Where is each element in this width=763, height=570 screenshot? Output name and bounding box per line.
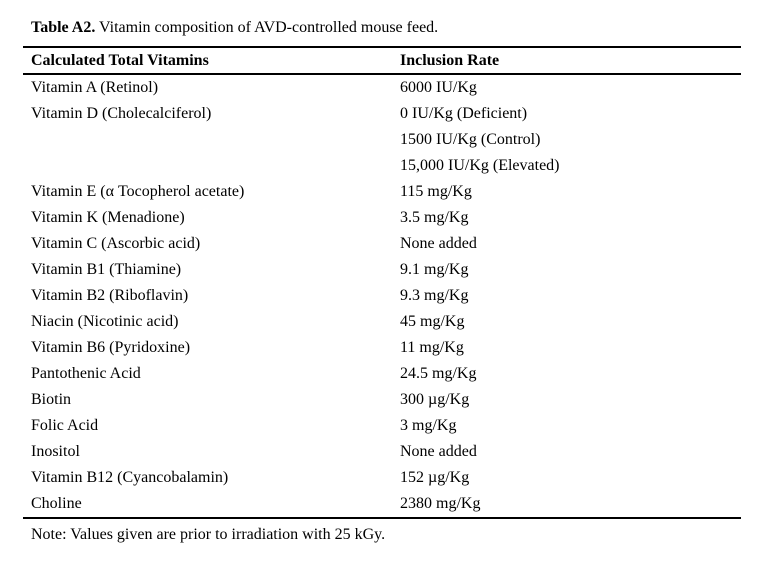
inclusion-rate-cell: 9.3 mg/Kg xyxy=(400,287,469,304)
inclusion-rate-cell: 0 IU/Kg (Deficient) xyxy=(400,105,528,122)
inclusion-rate-cell: 9.1 mg/Kg xyxy=(400,261,469,278)
table-row: 1500 IU/Kg (Control) xyxy=(23,127,741,153)
vitamin-name-cell: Vitamin B2 (Riboflavin) xyxy=(31,287,189,304)
table-row: Vitamin C (Ascorbic acid) None added xyxy=(23,231,741,257)
table-caption-text: Vitamin composition of AVD-controlled mo… xyxy=(95,19,439,36)
inclusion-rate-cell: 115 mg/Kg xyxy=(400,183,472,200)
table-row: Vitamin B1 (Thiamine) 9.1 mg/Kg xyxy=(23,257,741,283)
vitamin-name-cell: Vitamin E (α Tocopherol acetate) xyxy=(31,183,245,200)
vitamin-name-cell xyxy=(23,153,392,179)
table-row: Vitamin B12 (Cyancobalamin) 152 µg/Kg xyxy=(23,465,741,491)
table-row: 15,000 IU/Kg (Elevated) xyxy=(23,153,741,179)
vitamin-name-cell: Vitamin K (Menadione) xyxy=(31,209,185,226)
inclusion-rate-cell: 15,000 IU/Kg (Elevated) xyxy=(400,157,560,174)
table-row: Biotin 300 µg/Kg xyxy=(23,387,741,413)
inclusion-rate-cell: 300 µg/Kg xyxy=(400,391,470,408)
vitamin-name-cell: Vitamin C (Ascorbic acid) xyxy=(31,235,201,252)
table-row: Vitamin K (Menadione) 3.5 mg/Kg xyxy=(23,205,741,231)
vitamin-name-cell: Biotin xyxy=(31,391,72,408)
inclusion-rate-cell: None added xyxy=(400,235,477,252)
vitamin-name-cell: Vitamin D (Cholecalciferol) xyxy=(31,105,212,122)
table-caption-label: Table A2. xyxy=(31,19,96,36)
inclusion-rate-cell: 3.5 mg/Kg xyxy=(400,209,469,226)
vitamin-name-cell: Vitamin A (Retinol) xyxy=(31,79,159,96)
inclusion-rate-cell: 2380 mg/Kg xyxy=(400,495,481,512)
table-note: Note: Values given are prior to irradiat… xyxy=(31,526,386,543)
table-row: Vitamin B6 (Pyridoxine) 11 mg/Kg xyxy=(23,335,741,361)
table-row: Vitamin A (Retinol) 6000 IU/Kg xyxy=(23,74,741,101)
inclusion-rate-cell: 6000 IU/Kg xyxy=(400,79,477,96)
vitamin-name-cell: Vitamin B12 (Cyancobalamin) xyxy=(31,469,229,486)
inclusion-rate-cell: 3 mg/Kg xyxy=(400,417,457,434)
vitamin-name-cell: Vitamin B1 (Thiamine) xyxy=(31,261,182,278)
vitamin-name-cell xyxy=(23,127,392,153)
table-row: Inositol None added xyxy=(23,439,741,465)
inclusion-rate-cell: 1500 IU/Kg (Control) xyxy=(400,131,541,148)
table-row: Folic Acid 3 mg/Kg xyxy=(23,413,741,439)
vitamin-name-cell: Vitamin B6 (Pyridoxine) xyxy=(31,339,191,356)
inclusion-rate-cell: 152 µg/Kg xyxy=(400,469,470,486)
table-row: Vitamin B2 (Riboflavin) 9.3 mg/Kg xyxy=(23,283,741,309)
inclusion-rate-cell: None added xyxy=(400,443,477,460)
inclusion-rate-cell: 11 mg/Kg xyxy=(400,339,464,356)
table-body: Vitamin A (Retinol) 6000 IU/Kg Vitamin D (… xyxy=(23,74,741,518)
vitamin-name-cell: Choline xyxy=(31,495,82,512)
table-header-row: Calculated Total Vitamins Inclusion Rate xyxy=(23,47,741,74)
column-header-inclusion-rate: Inclusion Rate xyxy=(400,51,500,69)
vitamin-name-cell: Niacin (Nicotinic acid) xyxy=(31,313,179,330)
vitamin-name-cell: Folic Acid xyxy=(31,417,99,434)
inclusion-rate-cell: 24.5 mg/Kg xyxy=(400,365,477,382)
table-row: Pantothenic Acid 24.5 mg/Kg xyxy=(23,361,741,387)
table-row: Niacin (Nicotinic acid) 45 mg/Kg xyxy=(23,309,741,335)
table-row: Vitamin D (Cholecalciferol) 0 IU/Kg (Defi… xyxy=(23,101,741,127)
inclusion-rate-cell: 45 mg/Kg xyxy=(400,313,465,330)
table-row: Vitamin E (α Tocopherol acetate) 115 mg/K… xyxy=(23,179,741,205)
column-header-calculated-total-vitamins: Calculated Total Vitamins xyxy=(31,51,209,69)
vitamin-name-cell: Pantothenic Acid xyxy=(31,365,141,382)
vitamin-name-cell: Inositol xyxy=(31,443,80,460)
vitamin-composition-table: Calculated Total Vitamins Inclusion Rate… xyxy=(23,46,741,519)
table-caption: Table A2. Vitamin composition of AVD-con… xyxy=(31,17,438,38)
table-row: Choline 2380 mg/Kg xyxy=(23,491,741,518)
